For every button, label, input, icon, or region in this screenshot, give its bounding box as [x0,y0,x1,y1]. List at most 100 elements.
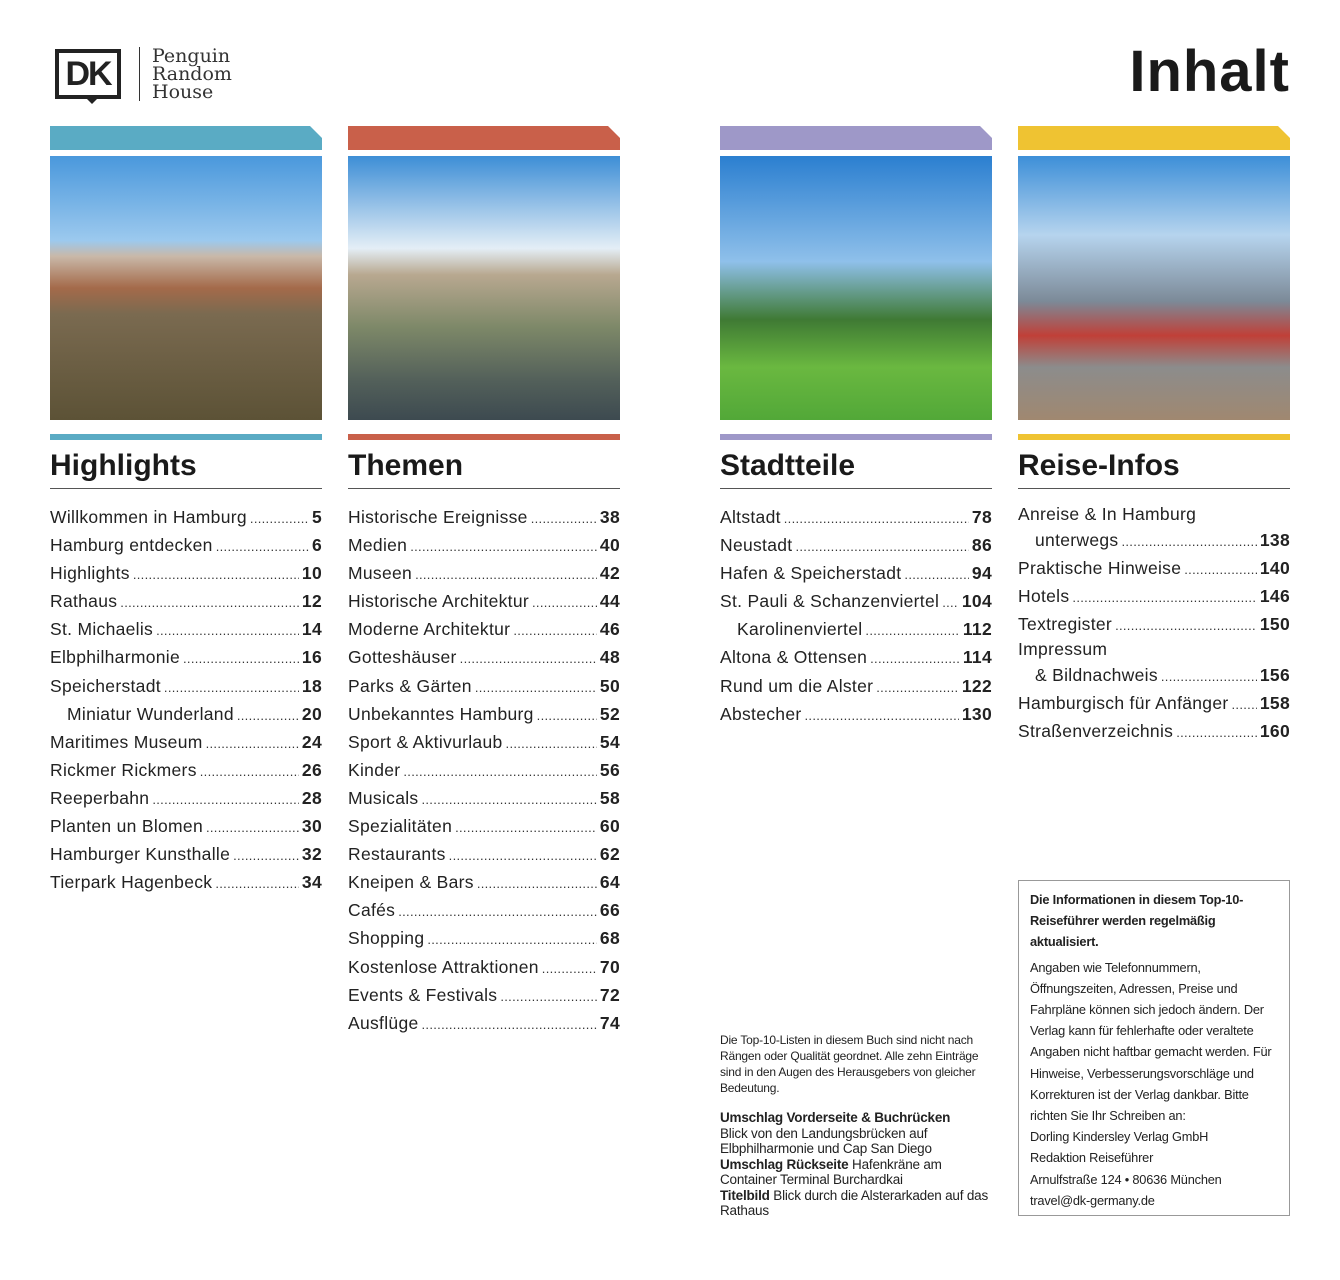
toc-entry-title: Kinder [348,759,401,780]
section-color-bar [50,126,322,150]
toc-entry[interactable]: Gotteshäuser 48 [348,643,620,671]
leader-dots [531,505,597,533]
toc-entry[interactable]: Spezialitäten 60 [348,812,620,840]
leader-dots [133,561,299,589]
toc-entry[interactable]: Rund um die Alster 122 [720,672,992,700]
leader-dots [1161,663,1257,691]
toc-page-number: 158 [1259,693,1290,714]
leader-dots [422,1011,597,1039]
toc-entry[interactable]: Planten un Blomen 30 [50,812,322,840]
toc-entry[interactable]: Kostenlose Attraktionen 70 [348,953,620,981]
toc-entry[interactable]: Unbekanntes Hamburg 52 [348,700,620,728]
toc-entry[interactable]: Cafés 66 [348,896,620,924]
email-link[interactable]: travel@dk-germany.de [1030,1192,1155,1208]
toc-entry-title: Karolinenviertel [737,619,863,640]
toc-page-number: 72 [599,984,620,1005]
leader-dots [415,561,597,589]
toc-entry[interactable]: Sport & Aktivurlaub 54 [348,728,620,756]
credit-text: Blick durch die Alsterarkaden auf das Ra… [720,1187,988,1219]
toc-entry[interactable]: Parks & Gärten 50 [348,672,620,700]
toc-entry-title: Kostenlose Attraktionen [348,956,539,977]
toc-entry[interactable]: Rathaus 12 [50,587,322,615]
toc-entry[interactable]: Ausflüge 74 [348,1009,620,1037]
toc-entry[interactable]: Moderne Architektur 46 [348,615,620,643]
toc-entry[interactable]: Tierpark Hagenbeck 34 [50,868,322,896]
toc-entry[interactable]: Anreise & In Hamburg unterwegs 138 [1018,503,1290,554]
toc-entry-title: Museen [348,563,413,584]
rathaus-alster-photo [348,156,620,420]
toc-page-number: 160 [1259,721,1290,742]
leader-dots [215,870,299,898]
toc-entry[interactable]: Impressum & Bildnachweis 156 [1018,638,1290,689]
toc-entry[interactable]: Hamburger Kunsthalle 32 [50,840,322,868]
toc-entry[interactable]: Miniatur Wunderland 20 [50,700,322,728]
toc-entry[interactable]: Altona & Ottensen 114 [720,643,992,671]
toc-entry[interactable]: Maritimes Museum 24 [50,728,322,756]
toc-entry-title: Reeperbahn [50,787,150,808]
toc-entry-title: Textregister [1018,614,1113,635]
toc-entry[interactable]: Reeperbahn 28 [50,784,322,812]
leader-dots [513,617,597,645]
toc-entry[interactable]: Shopping 68 [348,924,620,952]
leader-dots [120,589,299,617]
toc-entry[interactable]: Historische Architektur 44 [348,587,620,615]
toc-entry-title: Ausflüge [348,1012,419,1033]
toc-entry[interactable]: Hotels 146 [1018,582,1290,610]
toc-page-number: 86 [971,535,992,556]
toc-page-number: 50 [599,675,620,696]
toc-entry[interactable]: Willkommen in Hamburg 5 [50,503,322,531]
toc-page-number: 78 [971,507,992,527]
leader-dots [1184,556,1257,584]
cover-credits: Umschlag Vorderseite & Buchrücken Blick v… [720,1110,990,1219]
toc-entry-title: Rathaus [50,591,118,612]
toc-entry[interactable]: Neustadt 86 [720,531,992,559]
toc-page-number: 14 [301,619,322,640]
toc-entry[interactable]: St. Pauli & Schanzenviertel 104 [720,587,992,615]
toc-entry[interactable]: Speicherstadt 18 [50,672,322,700]
toc-entry-title: Planten un Blomen [50,816,203,837]
credit-label: Umschlag Vorderseite & Buchrücken [720,1110,951,1125]
publisher-line: Random [152,63,232,85]
toc-page-number: 38 [599,507,620,527]
toc-entry[interactable]: Praktische Hinweise 140 [1018,554,1290,582]
credit-text: Hafenkräne am Container Terminal Burchar… [720,1156,942,1188]
leader-dots [475,674,597,702]
toc-page-number: 130 [961,703,992,724]
toc-page-number: 150 [1259,614,1290,635]
toc-page-number: 48 [599,647,620,668]
toc-entry[interactable]: Museen 42 [348,559,620,587]
toc-entry[interactable]: Medien 40 [348,531,620,559]
toc-entry[interactable]: Altstadt 78 [720,503,992,531]
publisher-line: Penguin [152,45,231,67]
leader-dots [904,561,969,589]
toc-entry[interactable]: Rickmer Rickmers 26 [50,756,322,784]
train-station-photo [1018,156,1290,420]
toc-entry[interactable]: Kinder 56 [348,756,620,784]
section-highlights: Highlights Willkommen in Hamburg 5 Hamburg … [50,126,322,896]
toc-entry-title: Elbphilharmonie [50,647,180,668]
toc-entry[interactable]: Elbphilharmonie 16 [50,643,322,671]
toc-entry[interactable]: Restaurants 62 [348,840,620,868]
toc-entry[interactable]: Textregister 150 [1018,610,1290,638]
toc-entry[interactable]: Historische Ereignisse 38 [348,503,620,531]
toc-entry[interactable]: St. Michaelis 14 [50,615,322,643]
toc-entry-title: Sport & Aktivurlaub [348,731,503,752]
toc-entry[interactable]: Highlights 10 [50,559,322,587]
toc-entry[interactable]: Events & Festivals 72 [348,981,620,1009]
credit-text: Blick von den Landungsbrücken auf Elbphi… [720,1125,932,1157]
leader-dots [1072,584,1256,612]
toc-entry[interactable]: Kneipen & Bars 64 [348,868,620,896]
toc-entry[interactable]: Karolinenviertel 112 [720,615,992,643]
toc-entry[interactable]: Straßenverzeichnis 160 [1018,717,1290,745]
section-stadtteile: Stadtteile Altstadt 78 Neustadt 86 Hafen & Sp… [720,126,992,728]
toc-entry[interactable]: Hamburgisch für Anfänger 158 [1018,689,1290,717]
section-heading: Reise-Infos [1018,449,1180,482]
toc-entry[interactable]: Musicals 58 [348,784,620,812]
toc-entry[interactable]: Hamburg entdecken 6 [50,531,322,559]
toc-page-number: 56 [599,759,620,780]
toc-entry-title: Events & Festivals [348,984,498,1005]
toc-page-number: 114 [962,647,992,668]
toc-entry[interactable]: Hafen & Speicherstadt 94 [720,559,992,587]
toc-entry[interactable]: Abstecher 130 [720,700,992,728]
leader-dots [477,870,597,898]
